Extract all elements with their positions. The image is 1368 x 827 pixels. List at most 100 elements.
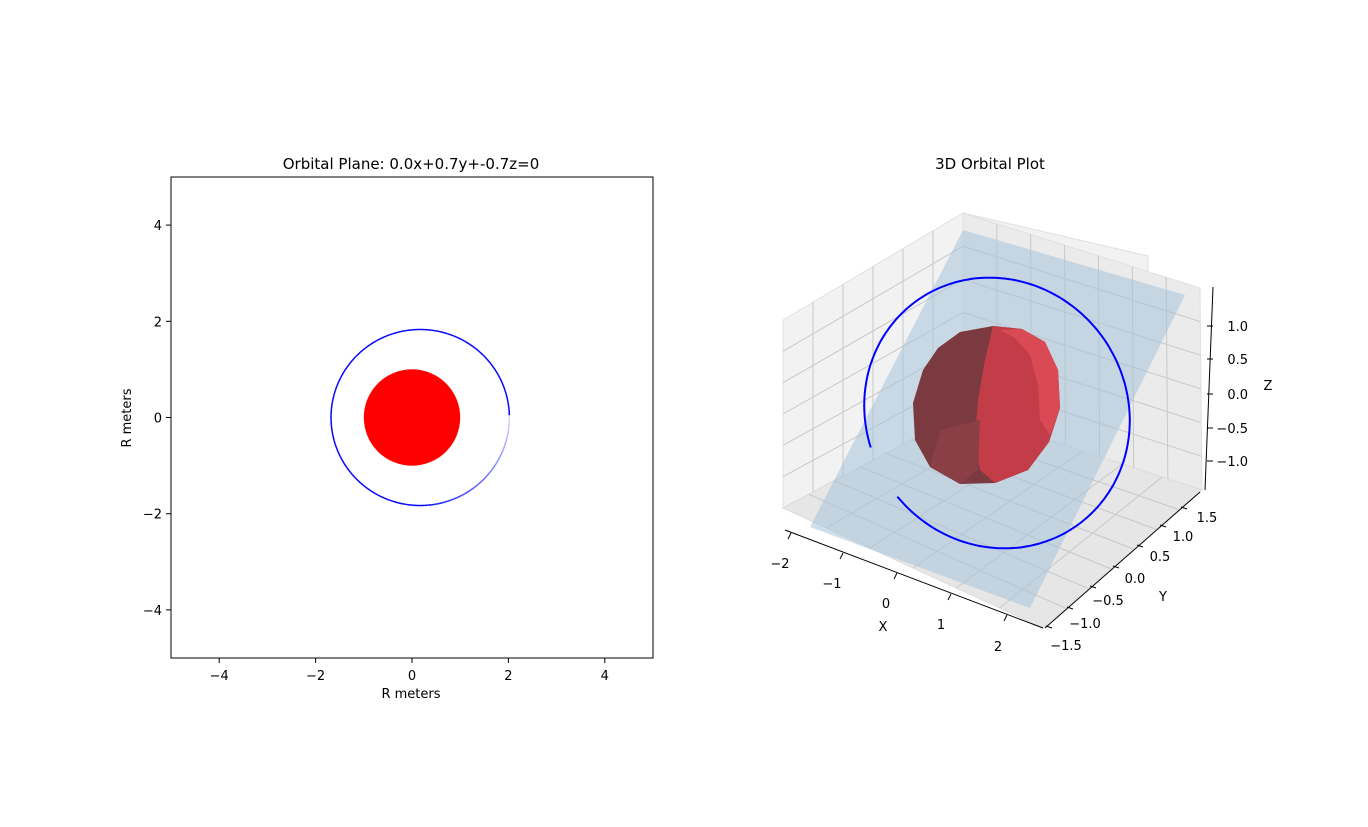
orbit-2d-segment	[333, 390, 337, 393]
orbit-2d-segment	[351, 474, 355, 477]
y3d-tick-label: −0.5	[1092, 594, 1124, 609]
orbit-2d-segment	[477, 349, 481, 353]
orbit-2d-segment	[361, 483, 365, 487]
orbit-2d-segment	[392, 332, 396, 335]
orbit-2d-segment	[484, 475, 488, 479]
x3d-tick-mark	[839, 552, 844, 560]
y3d-tick-mark	[1066, 606, 1074, 610]
orbit-2d-segment	[353, 356, 357, 360]
chart-3d-y-axis-line	[1044, 491, 1201, 629]
orbit-2d-segment	[337, 381, 340, 385]
y3d-tick-label: 1.5	[1197, 511, 1218, 526]
orbit-2d-segment	[438, 330, 442, 333]
orbit-2d-segment	[383, 497, 387, 500]
chart-2d-plot-area	[330, 328, 511, 507]
y3d-tick-label: 0.5	[1150, 550, 1171, 565]
orbit-2d-segment	[495, 461, 499, 464]
orbit-2d-segment	[479, 480, 483, 484]
orbit-2d-segment	[460, 494, 464, 497]
orbit-2d-segment	[443, 501, 446, 504]
orbit-2d-segment	[493, 367, 496, 370]
orbit-2d-segment	[481, 479, 484, 482]
orbit-2d-segment	[466, 490, 470, 494]
chart-2d: Orbital Plane: 0.0x+0.7y+-0.7z=0 −4 −2 0 2 4…	[120, 155, 654, 702]
orbit-2d-segment	[458, 495, 462, 498]
orbit-2d-segment	[347, 363, 351, 367]
y-tick-label: −2	[143, 508, 162, 523]
orbit-2d-segment	[354, 477, 358, 481]
orbit-2d-segment	[369, 343, 373, 346]
orbit-2d-segment	[445, 500, 448, 503]
orbit-2d-segment	[487, 472, 491, 476]
x-tick-label: 0	[408, 669, 416, 684]
orbit-2d-segment	[363, 485, 367, 488]
orbit-2d-segment	[497, 375, 501, 378]
x3d-tick-label: −2	[770, 557, 789, 572]
y3d-tick-label: −1.5	[1050, 639, 1082, 654]
orbit-2d-segment	[369, 489, 373, 492]
chart-3d-x-axis-line	[784, 529, 1044, 629]
orbit-2d-segment	[396, 331, 400, 334]
planet-sphere	[913, 326, 1060, 484]
orbit-2d-segment	[394, 331, 398, 334]
orbit-2d-segment	[485, 358, 489, 361]
orbit-2d-segment	[365, 345, 369, 349]
x3d-tick-label: 1	[937, 618, 945, 633]
orbit-2d-segment	[371, 341, 374, 345]
x3d-tick-mark	[787, 532, 792, 540]
orbit-2d-segment	[392, 500, 396, 503]
orbit-2d-segment	[334, 444, 337, 448]
orbit-2d-segment	[443, 331, 446, 334]
y-tick-label: 4	[154, 219, 162, 234]
orbit-2d-segment	[472, 486, 475, 490]
orbit-2d-segment	[506, 396, 509, 400]
z3d-tick-label: 0.0	[1227, 388, 1248, 403]
orbit-2d-segment	[373, 340, 376, 344]
y3d-tick-label: 0.0	[1125, 572, 1146, 587]
x-tick-label: −2	[306, 669, 325, 684]
y3d-tick-mark	[1136, 544, 1144, 548]
orbit-2d-segment	[390, 333, 393, 336]
orbit-2d-segment	[356, 479, 360, 482]
orbit-2d-segment	[350, 472, 353, 476]
chart-3d-title: 3D Orbital Plot	[935, 155, 1045, 173]
orbit-2d-segment	[447, 499, 451, 502]
orbit-2d-segment	[497, 457, 501, 460]
orbit-2d-segment	[472, 345, 475, 349]
orbit-2d-segment	[358, 351, 362, 355]
orbit-2d-segment	[344, 367, 348, 370]
orbit-2d-segment	[447, 333, 451, 336]
orbit-2d-segment	[373, 491, 376, 495]
orbit-2d-segment	[494, 463, 497, 466]
chart-2d-ticks: −4 −2 0 2 4 −4 −2 0 2 4	[143, 219, 609, 684]
orbit-2d-segment	[496, 373, 500, 376]
orbit-2d-segment	[481, 353, 484, 356]
orbit-2d-segment	[361, 348, 365, 352]
orbit-2d-segment	[495, 371, 499, 374]
orbit-2d-segment	[505, 394, 508, 398]
orbit-2d-segment	[494, 369, 497, 372]
y3d-tick-mark	[1159, 524, 1167, 528]
planet-disk	[363, 369, 461, 466]
orbit-2d-segment	[336, 448, 339, 452]
orbit-2d-segment	[333, 440, 336, 443]
orbit-2d-segment	[377, 338, 381, 341]
y-tick-label: 0	[154, 412, 162, 427]
orbit-2d-segment	[344, 465, 348, 468]
chart-3d-xlabel: X	[879, 620, 888, 635]
z3d-tick-label: 0.5	[1227, 353, 1248, 368]
orbit-2d-segment	[462, 493, 466, 496]
orbit-2d-segment	[346, 365, 349, 369]
orbit-2d-segment	[375, 339, 379, 342]
orbit-2d-segment	[335, 385, 338, 389]
orbit-2d-segment	[363, 347, 367, 350]
orbit-2d-segment	[498, 455, 502, 458]
x-tick-label: 4	[601, 669, 609, 684]
orbit-2d-segment	[470, 344, 474, 347]
orbit-2d-segment	[348, 470, 352, 474]
orbit-2d-segment	[474, 347, 477, 350]
orbit-2d-segment	[500, 450, 504, 454]
orbit-2d-segment	[504, 440, 508, 443]
orbit-2d-segment	[456, 496, 459, 499]
